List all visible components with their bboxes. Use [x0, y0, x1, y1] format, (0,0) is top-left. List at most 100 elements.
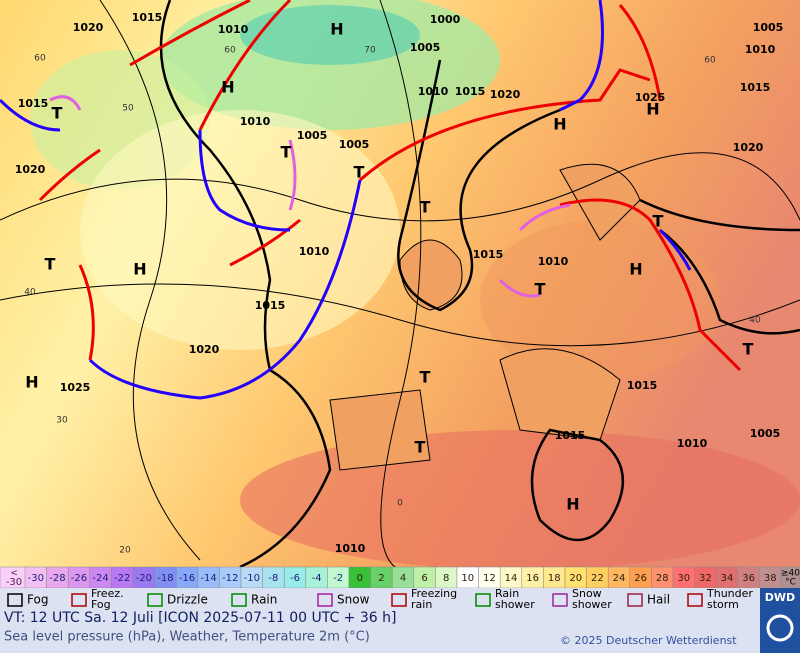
scale-label: 4	[400, 573, 406, 584]
pressure-system: T	[354, 163, 365, 182]
logo-text: DWD	[765, 591, 795, 604]
scale-label: -16	[179, 573, 195, 584]
isobar-label: 1015	[740, 81, 771, 94]
isobar-label: 1015	[455, 85, 486, 98]
map	[0, 0, 800, 573]
pressure-system: H	[133, 260, 146, 279]
isobar-label: 1005	[410, 41, 441, 54]
weather-legend: Fog Freez. Fog Drizzle Rain Snow Freezing rain R…	[7, 587, 753, 611]
logo-box	[760, 588, 800, 653]
pressure-system: H	[330, 20, 343, 39]
legend-label: Rain	[251, 593, 277, 607]
legend-label: Drizzle	[167, 593, 208, 607]
scale-label: -20	[136, 573, 152, 584]
isobar-label: 1015	[555, 429, 586, 442]
scale-label: -8	[268, 573, 278, 584]
scale-label: 38	[764, 573, 777, 584]
scale-label: 36	[742, 573, 755, 584]
scale-label: -14	[200, 573, 216, 584]
scale-label: 24	[613, 573, 626, 584]
legend-label: Freezing rain	[411, 587, 457, 611]
isobar-label: 1015	[255, 299, 286, 312]
legend-icon	[687, 593, 703, 607]
pressure-system: H	[553, 115, 566, 134]
scale-label: -6	[290, 573, 300, 584]
pressure-system: T	[653, 212, 664, 231]
legend-label: Fog	[27, 593, 48, 607]
pressure-system: H	[25, 373, 38, 392]
isobar-label: 1010	[538, 255, 569, 268]
scale-label: 12	[483, 573, 496, 584]
graticule-label: 60	[224, 46, 236, 56]
graticule-label: 70	[364, 46, 376, 56]
temperature-scale: <-30 -30 -28 -26 -24 -22 -20 -18 -16 -14 -12 -10 -8-…	[0, 566, 800, 589]
isobar-label: 1005	[297, 129, 328, 142]
footer-background	[0, 588, 800, 653]
isobar-label: 1025	[635, 91, 666, 104]
scale-high-label: °C	[785, 578, 796, 588]
subtitle: Sea level pressure (hPa), Weather, Tempe…	[4, 630, 370, 645]
scale-label: 20	[569, 573, 582, 584]
pressure-system: T	[281, 143, 292, 162]
legend-icon	[627, 593, 643, 607]
legend-label: Hail	[647, 593, 670, 607]
valid-time: VT: 12 UTC Sa. 12 Juli [ICON 2025-07-11 …	[4, 610, 396, 626]
legend-icon	[71, 593, 87, 607]
isobar-label: 1000	[430, 13, 461, 26]
scale-label: 30	[677, 573, 690, 584]
pressure-system: T	[420, 198, 431, 217]
isobar-label: 1010	[299, 245, 330, 258]
scale-label: 10	[461, 573, 474, 584]
scale-label: -22	[114, 573, 130, 584]
isobar-label: 1015	[18, 97, 49, 110]
isobar-label: 1010	[418, 85, 449, 98]
legend-icon	[231, 593, 247, 607]
isobar-label: 1010	[677, 437, 708, 450]
copyright: © 2025 Deutscher Wetterdienst	[560, 634, 737, 647]
isobar-label: 1005	[753, 21, 784, 34]
scale-high-label: ≥40	[781, 569, 800, 579]
legend-icon	[317, 593, 333, 607]
scale-label: 28	[656, 573, 669, 584]
scale-label: -18	[157, 573, 173, 584]
scale-label: -12	[222, 573, 238, 584]
graticule-label: 20	[119, 546, 131, 556]
pressure-system: H	[646, 100, 659, 119]
graticule-label: 40	[749, 316, 761, 326]
legend-label: Snow shower	[572, 587, 612, 611]
scale-label: 6	[421, 573, 427, 584]
legend-label: Snow	[337, 593, 370, 607]
isobar-label: 1020	[490, 88, 521, 101]
isobar-label: 1020	[73, 21, 104, 34]
scale-label: 34	[721, 573, 734, 584]
isobar-label: 1010	[218, 23, 249, 36]
scale-label: 0	[357, 573, 363, 584]
scale-label: 16	[526, 573, 539, 584]
scale-low-label: <	[10, 569, 18, 579]
legend-icon	[475, 593, 491, 607]
isobar-label: 1005	[750, 427, 781, 440]
legend-icon	[7, 593, 23, 607]
graticule-label: 40	[24, 288, 36, 298]
legend-icon	[147, 593, 163, 607]
isobar-label: 1015	[132, 11, 163, 24]
isobar-label: 1010	[745, 43, 776, 56]
pressure-system: T	[535, 280, 546, 299]
pressure-system: H	[566, 495, 579, 514]
scale-label: -10	[244, 573, 260, 584]
pressure-system: T	[743, 340, 754, 359]
graticule-label: 0	[397, 499, 403, 509]
graticule-label: 60	[34, 54, 46, 64]
scale-label: -4	[312, 573, 322, 584]
isobar-label: 1010	[240, 115, 271, 128]
pressure-system: H	[221, 78, 234, 97]
scale-label: 14	[505, 573, 518, 584]
scale-label: -30	[28, 573, 44, 584]
scale-label: 2	[378, 573, 384, 584]
graticule-label: 50	[122, 104, 134, 114]
graticule-label: 60	[704, 56, 716, 66]
legend-icon	[391, 593, 407, 607]
scale-label: 8	[443, 573, 449, 584]
legend-label: Freez. Fog	[91, 587, 124, 611]
